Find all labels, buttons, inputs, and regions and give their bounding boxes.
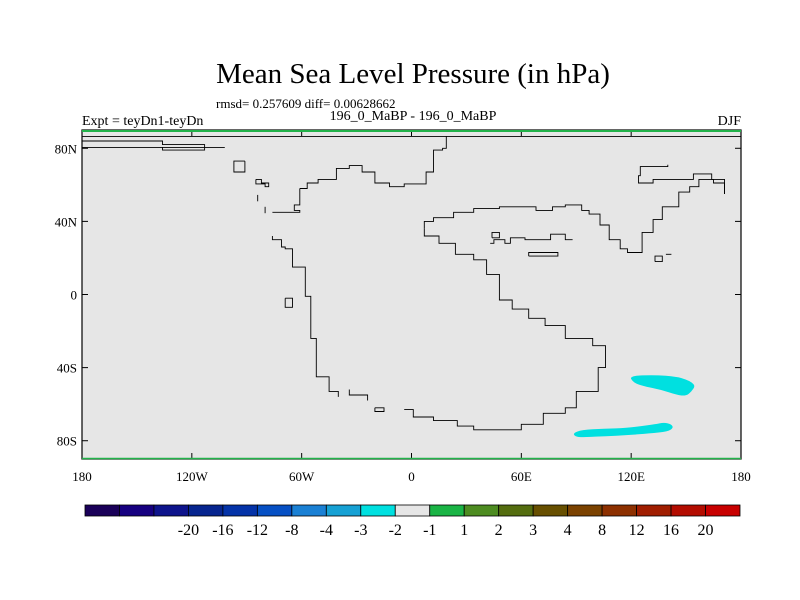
coastlines bbox=[81, 130, 742, 459]
coastline-segment-14 bbox=[404, 228, 606, 431]
colorbar-label: -12 bbox=[247, 522, 268, 539]
x-tick-label: 180 bbox=[72, 469, 92, 484]
y-tick-label: 40S bbox=[57, 361, 77, 376]
colorbar-label: 4 bbox=[564, 522, 572, 539]
colorbar-box bbox=[394, 504, 431, 517]
colorbar-box bbox=[256, 504, 293, 517]
colorbar-box bbox=[291, 504, 327, 517]
colorbar-box bbox=[429, 504, 465, 517]
x-tick-label: 180 bbox=[731, 469, 751, 484]
colorbar-box bbox=[498, 504, 534, 517]
colorbar-label: -16 bbox=[212, 522, 233, 539]
colorbar-label: -1 bbox=[423, 522, 436, 539]
x-tick-label: 0 bbox=[408, 469, 415, 484]
x-tick-label: 60E bbox=[511, 469, 532, 484]
colorbar-box bbox=[636, 504, 672, 517]
colorbar-box bbox=[222, 504, 258, 517]
colorbar-label: 16 bbox=[663, 522, 679, 539]
colorbar-box bbox=[567, 504, 603, 517]
coastline-segment-13 bbox=[374, 407, 385, 412]
coastline-segment-8 bbox=[272, 188, 301, 213]
anomaly-region-1 bbox=[630, 375, 695, 396]
colorbar-label: 8 bbox=[598, 522, 606, 539]
colorbar-label: 3 bbox=[529, 522, 537, 539]
colorbar-label: 20 bbox=[698, 522, 714, 539]
coastline-segment-12 bbox=[284, 297, 293, 308]
colorbar-box bbox=[705, 504, 741, 517]
chart-title: Mean Sea Level Pressure (in hPa) bbox=[216, 58, 610, 90]
coastline-segment-9 bbox=[299, 136, 447, 189]
y-tick-label: 80S bbox=[57, 434, 77, 449]
coastline-segment-15 bbox=[423, 178, 725, 253]
colorbar-box bbox=[153, 504, 189, 517]
experiment-label: Expt = teyDn1-teyDn bbox=[82, 114, 203, 129]
colorbar-box bbox=[325, 504, 362, 517]
coastline-segment-19 bbox=[491, 231, 500, 239]
x-tick-label: 120W bbox=[176, 469, 209, 484]
colorbar-box bbox=[601, 504, 637, 517]
colorbar-box bbox=[84, 504, 120, 517]
colorbar-label: -8 bbox=[285, 522, 298, 539]
y-tick-label: 40N bbox=[55, 214, 78, 229]
coastline-segment-2 bbox=[82, 140, 206, 151]
map-area bbox=[81, 129, 742, 460]
colorbar-box bbox=[532, 504, 569, 517]
colorbar-label: 2 bbox=[495, 522, 503, 539]
coastline-segment-18 bbox=[528, 252, 559, 257]
coastline-segment-16 bbox=[638, 164, 725, 194]
colorbar-box bbox=[119, 504, 155, 517]
colorbar-label: 1 bbox=[460, 522, 468, 539]
coastline-segment-11 bbox=[348, 389, 369, 401]
colorbar-label: -20 bbox=[178, 522, 199, 539]
coastline-segment-10 bbox=[271, 236, 339, 397]
colorbar-box bbox=[360, 504, 396, 517]
coastline-segment-4 bbox=[233, 160, 246, 173]
colorbar-label: -3 bbox=[354, 522, 367, 539]
y-tick-label: 0 bbox=[71, 288, 78, 303]
coastline-segment-5 bbox=[255, 178, 270, 188]
season-label: DJF bbox=[718, 114, 742, 129]
axis-ticks: 180 120W 60W 0 60E 120E 180 80N 40N 0 40S 80S bbox=[55, 141, 751, 484]
stats-text: rmsd= 0.257609 diff= 0.00628662 bbox=[216, 96, 395, 111]
period-label: 196_0_MaBP - 196_0_MaBP bbox=[330, 109, 497, 124]
coastline-segment-20 bbox=[654, 255, 663, 263]
map-background bbox=[82, 130, 741, 459]
x-tick-label: 60W bbox=[289, 469, 315, 484]
colorbar-box bbox=[463, 504, 500, 517]
colorbar-box bbox=[670, 504, 706, 517]
colorbar-label: -2 bbox=[389, 522, 402, 539]
colorbar-label: 12 bbox=[629, 522, 645, 539]
coastline-segment-17 bbox=[490, 233, 573, 244]
x-tick-label: 120E bbox=[617, 469, 645, 484]
colorbar: -20 -16 -12 -8 -4 -3 -2 -1 1 2 3 4 8 12 16 20 bbox=[84, 504, 741, 539]
anomaly-regions bbox=[573, 375, 695, 438]
colorbar-label: -4 bbox=[320, 522, 333, 539]
anomaly-region-2 bbox=[573, 422, 673, 438]
colorbar-box bbox=[188, 504, 224, 517]
y-tick-label: 80N bbox=[55, 141, 78, 156]
